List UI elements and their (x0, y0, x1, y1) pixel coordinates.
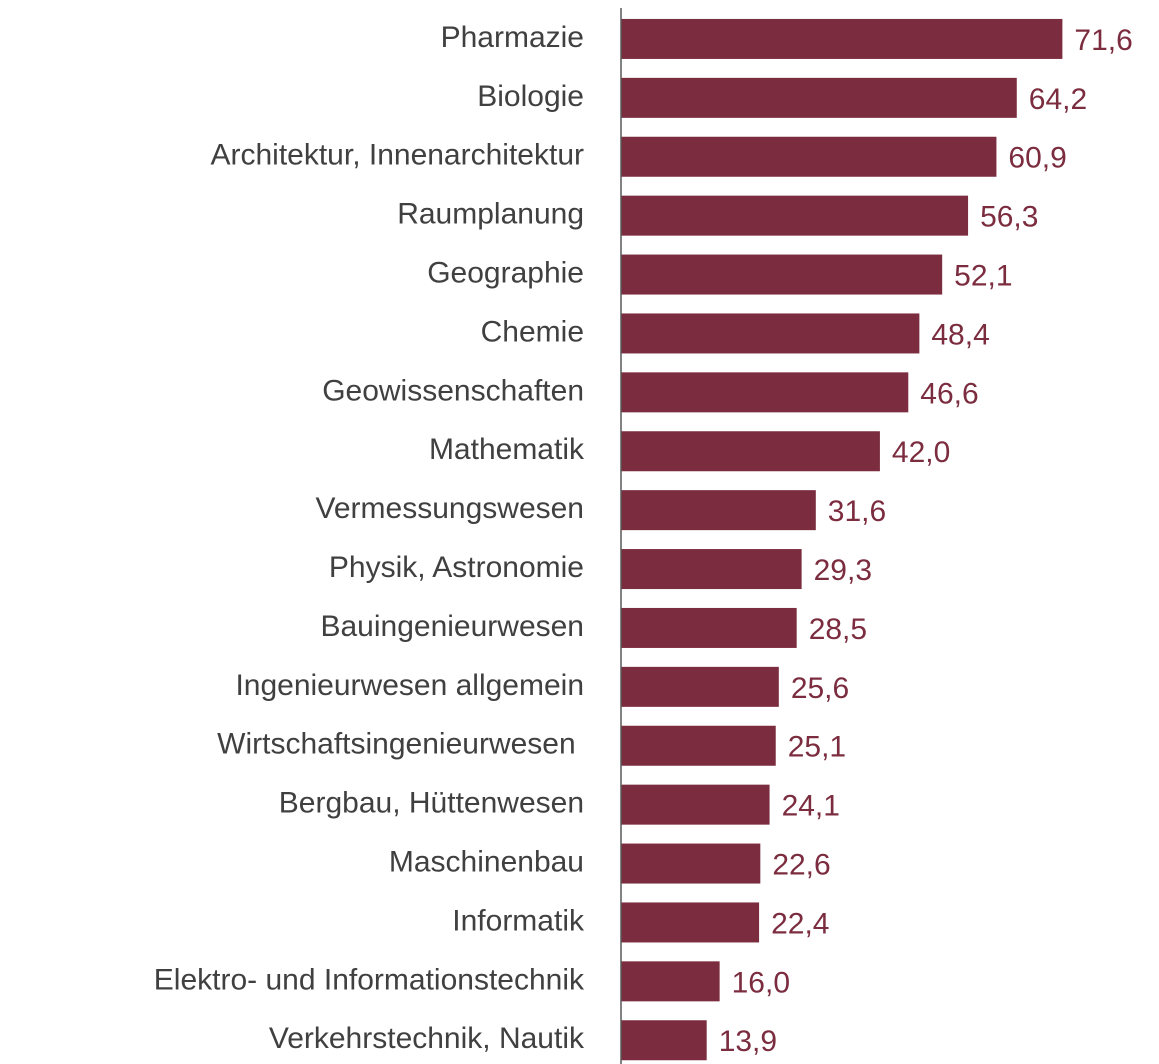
value-label: 25,1 (788, 731, 846, 764)
category-label: Biologie (477, 80, 584, 113)
value-label: 60,9 (1008, 142, 1066, 175)
category-label: Raumplanung (397, 198, 584, 231)
value-label: 56,3 (980, 201, 1038, 234)
value-label: 25,6 (791, 672, 849, 705)
bar (621, 902, 760, 943)
category-label: Architektur, Innenarchitektur (210, 139, 584, 172)
category-label: Elektro- und Informationstechnik (154, 963, 585, 996)
category-label: Maschinenbau (389, 845, 584, 878)
bar (621, 666, 779, 707)
bar (621, 195, 969, 236)
category-label: Physik, Astronomie (329, 551, 584, 584)
bar (621, 961, 720, 1002)
bar (621, 1020, 707, 1061)
category-label: Geowissenschaften (322, 374, 584, 407)
category-label: Geographie (427, 256, 584, 289)
category-label: Ingenieurwesen allgemein (235, 669, 584, 702)
bar (621, 431, 880, 472)
bar (621, 607, 797, 648)
value-label: 46,6 (920, 377, 978, 410)
bar (621, 784, 770, 825)
bar (621, 313, 920, 354)
category-label: Pharmazie (441, 21, 584, 54)
value-label: 64,2 (1029, 83, 1087, 116)
value-label: 22,4 (771, 907, 829, 940)
category-label: Mathematik (429, 433, 585, 466)
category-label: Bergbau, Hüttenwesen (279, 787, 584, 820)
value-label: 29,3 (814, 554, 872, 587)
value-label: 24,1 (782, 790, 840, 823)
value-label: 22,6 (772, 848, 830, 881)
bar (621, 725, 776, 766)
bar (621, 77, 1017, 118)
bar (621, 136, 997, 177)
value-label: 71,6 (1074, 24, 1132, 57)
value-label: 13,9 (719, 1025, 777, 1058)
bar (621, 254, 943, 295)
category-label: Vermessungswesen (316, 492, 584, 525)
bar (621, 372, 909, 413)
bar (621, 549, 802, 590)
value-label: 28,5 (809, 613, 867, 646)
value-label: 52,1 (954, 259, 1012, 292)
category-label: Chemie (481, 315, 584, 348)
category-label: Bauingenieurwesen (320, 610, 584, 643)
value-label: 42,0 (892, 436, 950, 469)
value-label: 16,0 (732, 966, 790, 999)
bar (621, 843, 761, 884)
value-label: 48,4 (931, 318, 989, 351)
value-label: 31,6 (828, 495, 886, 528)
category-label: Informatik (452, 904, 585, 937)
category-label: Wirtschaftsingenieurwesen (217, 728, 584, 761)
bar (621, 18, 1063, 59)
category-label: Verkehrstechnik, Nautik (269, 1022, 585, 1055)
bar (621, 490, 816, 531)
